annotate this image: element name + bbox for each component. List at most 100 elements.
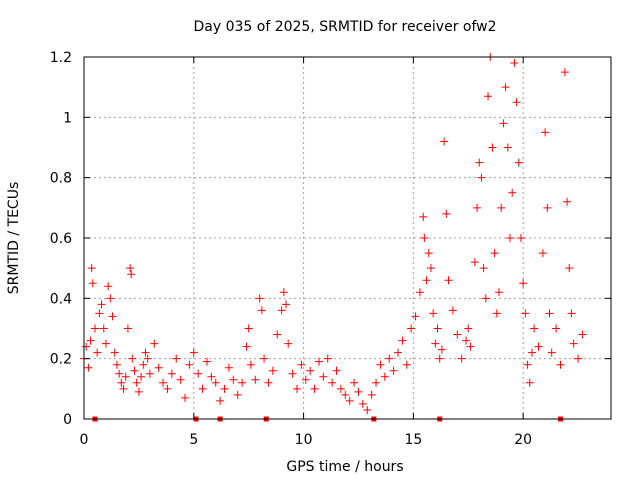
data-point — [484, 92, 493, 101]
data-point — [508, 188, 517, 197]
data-point — [497, 203, 506, 212]
data-point — [314, 357, 323, 366]
data-point — [543, 203, 552, 212]
data-point — [279, 288, 288, 297]
data-point — [541, 128, 550, 137]
data-point — [202, 357, 211, 366]
data-point — [514, 158, 523, 167]
data-point — [181, 393, 190, 402]
data-point — [284, 339, 293, 348]
data-point — [244, 324, 253, 333]
data-point — [435, 354, 444, 363]
data-point — [505, 234, 514, 242]
data-point — [134, 387, 143, 396]
data-point — [501, 83, 510, 92]
data-point — [350, 378, 359, 387]
data-point — [394, 348, 403, 357]
data-point — [159, 378, 168, 387]
data-point — [372, 378, 381, 387]
data-point — [132, 378, 141, 387]
data-point — [442, 209, 451, 218]
data-point — [402, 360, 411, 369]
data-points — [80, 53, 587, 422]
data-point — [492, 309, 501, 318]
data-point — [145, 369, 154, 378]
data-point — [479, 264, 488, 273]
axis-ticks: 0 0.2 0.4 0.6 0.8 1 1.2 0 5 10 15 20 — [50, 50, 611, 448]
data-point — [128, 354, 137, 363]
data-point — [448, 306, 457, 315]
data-point — [341, 390, 350, 399]
data-point — [354, 387, 363, 396]
data-point — [444, 276, 453, 285]
grid-lines — [84, 57, 611, 419]
data-point — [310, 384, 319, 393]
data-point — [466, 342, 475, 351]
x-tick-label: 20 — [514, 432, 532, 448]
data-point — [176, 375, 185, 384]
data-point — [578, 330, 587, 339]
y-axis-label: SRMTID / TECUs — [6, 182, 22, 295]
data-point — [323, 354, 332, 363]
data-point — [567, 309, 576, 318]
x-tick-label: 15 — [404, 432, 422, 448]
data-point — [398, 336, 407, 345]
data-point — [490, 249, 499, 258]
data-point — [367, 390, 376, 399]
data-point — [437, 345, 446, 354]
data-point — [198, 384, 207, 393]
data-point — [301, 375, 310, 384]
data-point — [238, 378, 247, 387]
data-point — [224, 363, 233, 372]
data-point — [426, 264, 435, 273]
data-point — [106, 294, 115, 303]
data-point — [565, 264, 574, 273]
data-point — [297, 360, 306, 369]
data-point — [242, 342, 251, 351]
data-point — [229, 375, 238, 384]
data-point — [130, 366, 139, 375]
y-tick-label: 1 — [63, 110, 72, 126]
data-point — [268, 366, 277, 375]
data-point — [462, 336, 471, 345]
data-point — [121, 372, 130, 381]
data-point — [431, 339, 440, 348]
data-point — [516, 234, 525, 242]
data-point — [527, 348, 536, 357]
data-point — [207, 372, 216, 381]
y-tick-label: 1.2 — [50, 50, 72, 66]
data-point — [328, 378, 337, 387]
data-point — [424, 249, 433, 258]
data-point — [194, 369, 203, 378]
data-point — [163, 384, 172, 393]
data-point — [220, 384, 229, 393]
data-point — [126, 264, 135, 273]
data-point — [143, 354, 152, 363]
data-point — [457, 354, 466, 363]
data-point — [523, 360, 532, 369]
data-point — [464, 324, 473, 333]
y-tick-label: 0.6 — [50, 231, 72, 247]
y-tick-label: 0 — [63, 412, 72, 428]
data-point — [440, 137, 449, 146]
data-point — [127, 270, 136, 279]
data-point — [525, 378, 534, 387]
chart-title: Day 035 of 2025, SRMTID for receiver ofw… — [193, 19, 496, 35]
data-point — [99, 324, 108, 333]
data-point — [415, 288, 424, 297]
data-point — [154, 363, 163, 372]
data-point — [569, 339, 578, 348]
data-point — [475, 158, 484, 167]
data-point — [358, 399, 367, 408]
data-point — [95, 309, 104, 318]
data-point — [488, 143, 497, 152]
data-point — [433, 324, 442, 333]
data-point — [172, 354, 181, 363]
data-point — [510, 59, 519, 68]
data-point — [503, 143, 512, 152]
data-point — [257, 306, 266, 315]
y-tick-label: 0.4 — [50, 291, 72, 307]
data-point — [495, 288, 504, 297]
data-point — [420, 234, 429, 242]
data-point — [141, 348, 150, 357]
